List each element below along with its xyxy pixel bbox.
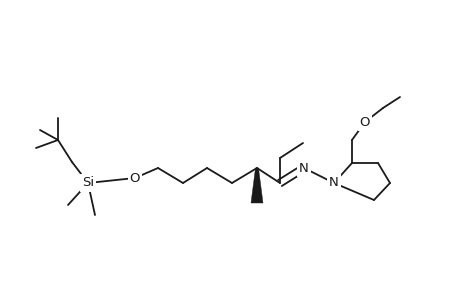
Polygon shape: [251, 168, 263, 203]
Text: Si: Si: [82, 176, 94, 190]
Text: N: N: [298, 161, 308, 175]
Text: N: N: [328, 176, 338, 190]
Text: O: O: [359, 116, 369, 128]
Text: O: O: [129, 172, 140, 184]
